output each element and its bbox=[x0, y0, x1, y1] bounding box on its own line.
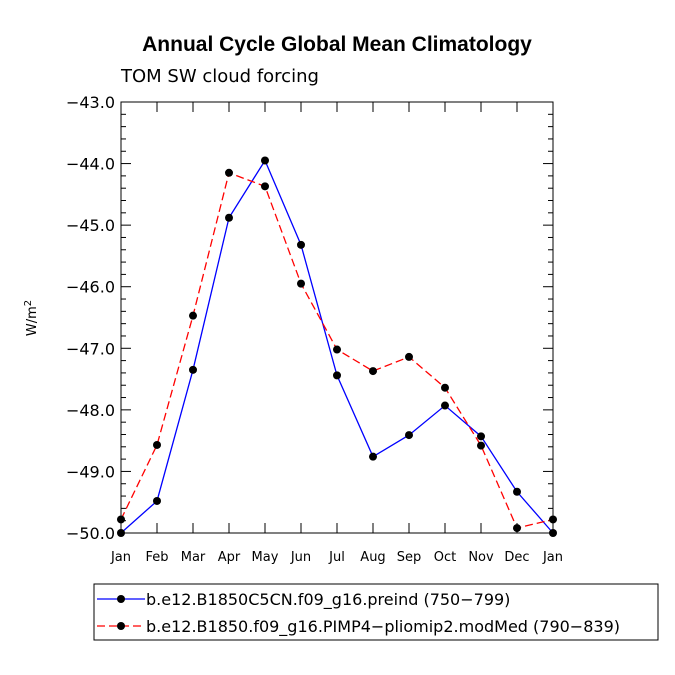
y-axis-label-text: W/m bbox=[25, 306, 40, 336]
legend-label-1: b.e12.B1850C5CN.f09_g16.preind (750−799) bbox=[146, 590, 510, 610]
series-1-marker bbox=[297, 240, 305, 249]
series-1-marker bbox=[225, 213, 233, 222]
x-tick-label: Dec bbox=[504, 550, 529, 565]
x-tick-label: Mar bbox=[181, 550, 206, 565]
series-2-marker bbox=[189, 311, 197, 320]
y-tick-label: −46.0 bbox=[66, 278, 115, 297]
series-1-marker bbox=[333, 371, 341, 380]
series-1-marker bbox=[513, 487, 521, 496]
series-2-marker bbox=[477, 441, 485, 450]
y-tick-label: −50.0 bbox=[66, 524, 115, 543]
series-1-marker bbox=[477, 432, 485, 441]
series-1-marker bbox=[117, 529, 125, 537]
legend-label-2: b.e12.B1850.f09_g16.PIMP4−pliomip2.modMe… bbox=[146, 617, 620, 637]
series-1-marker bbox=[153, 496, 161, 505]
series-2-marker bbox=[297, 279, 305, 288]
y-tick-label: −44.0 bbox=[66, 155, 115, 174]
series-1-marker bbox=[189, 365, 197, 374]
series-1-marker bbox=[549, 529, 557, 537]
series-2-marker bbox=[549, 515, 557, 524]
series-1-marker bbox=[441, 401, 449, 410]
x-tick-label: May bbox=[252, 550, 279, 565]
series-1-marker bbox=[405, 431, 413, 440]
series-2-marker bbox=[225, 168, 233, 177]
chart-title: Annual Cycle Global Mean Climatology bbox=[142, 33, 532, 56]
y-axis-label-sup: 2 bbox=[23, 300, 34, 306]
x-tick-label: Nov bbox=[468, 550, 494, 565]
legend-marker-1 bbox=[117, 595, 125, 603]
y-tick-label: −45.0 bbox=[66, 216, 115, 235]
series-2-marker bbox=[441, 383, 449, 392]
y-tick-label: −47.0 bbox=[66, 339, 115, 358]
series-2-marker bbox=[513, 524, 521, 533]
series-2-marker bbox=[117, 515, 125, 524]
legend-marker-2 bbox=[117, 622, 125, 630]
series-2-marker bbox=[333, 345, 341, 354]
x-tick-label: Apr bbox=[218, 550, 241, 565]
series-2-marker bbox=[261, 182, 269, 191]
x-tick-label: Jan bbox=[110, 550, 131, 565]
series-1-marker bbox=[369, 452, 377, 461]
x-tick-label: Jul bbox=[328, 550, 345, 565]
series-2-marker bbox=[405, 352, 413, 361]
plot-frame bbox=[120, 101, 554, 534]
y-tick-label: −49.0 bbox=[66, 462, 115, 481]
legend-box bbox=[93, 583, 659, 641]
x-tick-label: Sep bbox=[397, 550, 422, 565]
series-layer bbox=[117, 156, 557, 537]
y-tick-label: −43.0 bbox=[66, 93, 115, 112]
chart-subtitle: TOM SW cloud forcing bbox=[120, 66, 319, 87]
series-2-marker bbox=[369, 367, 377, 376]
x-tick-label: Aug bbox=[360, 550, 385, 565]
ticks-group: −43.0 −44.0 −45.0 −46.0 −47.0 −48.0 −49.0 −50.0… bbox=[66, 93, 563, 565]
series-2-marker bbox=[153, 440, 161, 449]
x-tick-label: Jun bbox=[290, 550, 311, 565]
x-tick-label: Jan bbox=[542, 550, 563, 565]
legend: b.e12.B1850C5CN.f09_g16.preind (750−799)… bbox=[97, 590, 620, 637]
y-axis-label: W/m2 bbox=[23, 300, 40, 336]
y-tick-label: −48.0 bbox=[66, 401, 115, 420]
x-tick-label: Oct bbox=[434, 550, 456, 565]
x-tick-label: Feb bbox=[145, 550, 168, 565]
series-1-marker bbox=[261, 156, 269, 165]
